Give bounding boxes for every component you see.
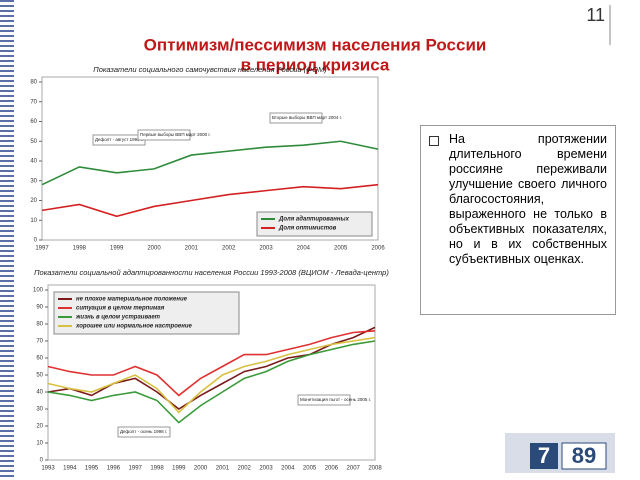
border-stripe [0, 0, 14, 480]
chart-title: Показатели социальной адаптированности н… [34, 268, 389, 277]
text-box: На протяжении длительного времени россия… [420, 125, 616, 315]
y-tick-label: 40 [30, 159, 37, 165]
x-tick-label: 1998 [73, 246, 87, 252]
x-tick-label: 1999 [110, 246, 124, 252]
y-tick-label: 50 [30, 139, 37, 145]
y-tick-label: 10 [30, 218, 37, 224]
slide-number: 11 [586, 5, 605, 25]
x-tick-label: 2001 [216, 466, 230, 472]
y-tick-label: 10 [36, 441, 43, 447]
x-tick-label: 1996 [107, 466, 121, 472]
logo-text: 7 [538, 443, 550, 468]
x-tick-label: 2004 [297, 246, 311, 252]
annotation: Монетизация льгот - осень 2005 г. [300, 397, 371, 402]
annotation-box [269, 112, 323, 124]
series-line [47, 326, 376, 410]
y-tick-label: 30 [36, 407, 43, 413]
x-tick-label: 2002 [222, 246, 236, 252]
logo-text: 89 [572, 443, 596, 468]
y-tick-label: 60 [30, 119, 37, 125]
y-tick-label: 70 [36, 339, 43, 345]
x-tick-label: 1997 [129, 466, 143, 472]
legend-label: хорошее или нормальное настроение [75, 324, 192, 330]
series-line [41, 183, 379, 218]
y-tick-label: 70 [30, 99, 37, 105]
logo-cell [530, 443, 558, 469]
bullet [429, 136, 439, 146]
x-tick-label: 1998 [150, 466, 164, 472]
x-tick-label: 1993 [41, 466, 55, 472]
series-line [47, 340, 376, 424]
y-tick-label: 60 [36, 356, 43, 362]
x-tick-label: 2001 [185, 246, 199, 252]
annotation-box [297, 394, 351, 406]
y-tick-label: 0 [34, 238, 38, 244]
annotation: Дефолт - осень 1998 г. [120, 429, 167, 434]
x-tick-label: 2002 [238, 466, 252, 472]
y-tick-label: 100 [33, 288, 44, 294]
legend-label: ситуация в целом терпимая [76, 306, 165, 312]
slide-title: в период кризиса [241, 55, 390, 74]
x-tick-label: 2007 [347, 466, 361, 472]
y-tick-label: 90 [36, 305, 43, 311]
y-tick-label: 50 [36, 373, 43, 379]
x-tick-label: 2005 [303, 466, 317, 472]
y-tick-label: 80 [36, 322, 43, 328]
x-tick-label: 1997 [35, 246, 49, 252]
annotation-box [137, 129, 191, 141]
legend-box [256, 211, 373, 237]
x-tick-label: 2005 [334, 246, 348, 252]
legend-label: жизнь в целом устраивает [75, 315, 161, 321]
legend-label: Доля оптимистов [278, 226, 337, 232]
x-tick-label: 1995 [85, 466, 99, 472]
legend-label: не плохое материальное положение [76, 297, 188, 303]
y-tick-label: 40 [36, 390, 43, 396]
y-tick-label: 20 [30, 198, 37, 204]
legend-label: Доля адаптированных [278, 217, 350, 223]
x-tick-label: 2003 [259, 246, 273, 252]
annotation: Первые выборы ВВП март 2000 г. [140, 132, 211, 137]
slide-title: Оптимизм/пессимизм населения России [144, 35, 487, 54]
x-tick-label: 1994 [63, 466, 77, 472]
y-tick-label: 20 [36, 424, 43, 430]
x-tick-label: 2000 [147, 246, 161, 252]
y-tick-label: 0 [40, 458, 44, 464]
y-tick-label: 30 [30, 178, 37, 184]
annotation: Дефолт - август 1998 г. [95, 137, 143, 142]
legend-box [53, 291, 240, 335]
x-tick-label: 2004 [281, 466, 295, 472]
x-tick-label: 2006 [371, 246, 385, 252]
y-tick-label: 80 [30, 80, 37, 86]
chart-title: Показатели социального самочувствия насе… [93, 65, 327, 74]
annotation: Вторые выборы ВВП март 2004 г. [272, 115, 342, 120]
series-line [47, 330, 376, 397]
x-tick-label: 2003 [259, 466, 273, 472]
x-tick-label: 2008 [368, 466, 382, 472]
body-text: На протяжении длительного времени россия… [449, 132, 607, 266]
x-tick-label: 1999 [172, 466, 186, 472]
series-line [47, 336, 376, 414]
annotation-box [117, 426, 171, 438]
logo-cell [561, 442, 607, 470]
x-tick-label: 2006 [325, 466, 339, 472]
x-tick-label: 2000 [194, 466, 208, 472]
series-line [41, 140, 379, 186]
